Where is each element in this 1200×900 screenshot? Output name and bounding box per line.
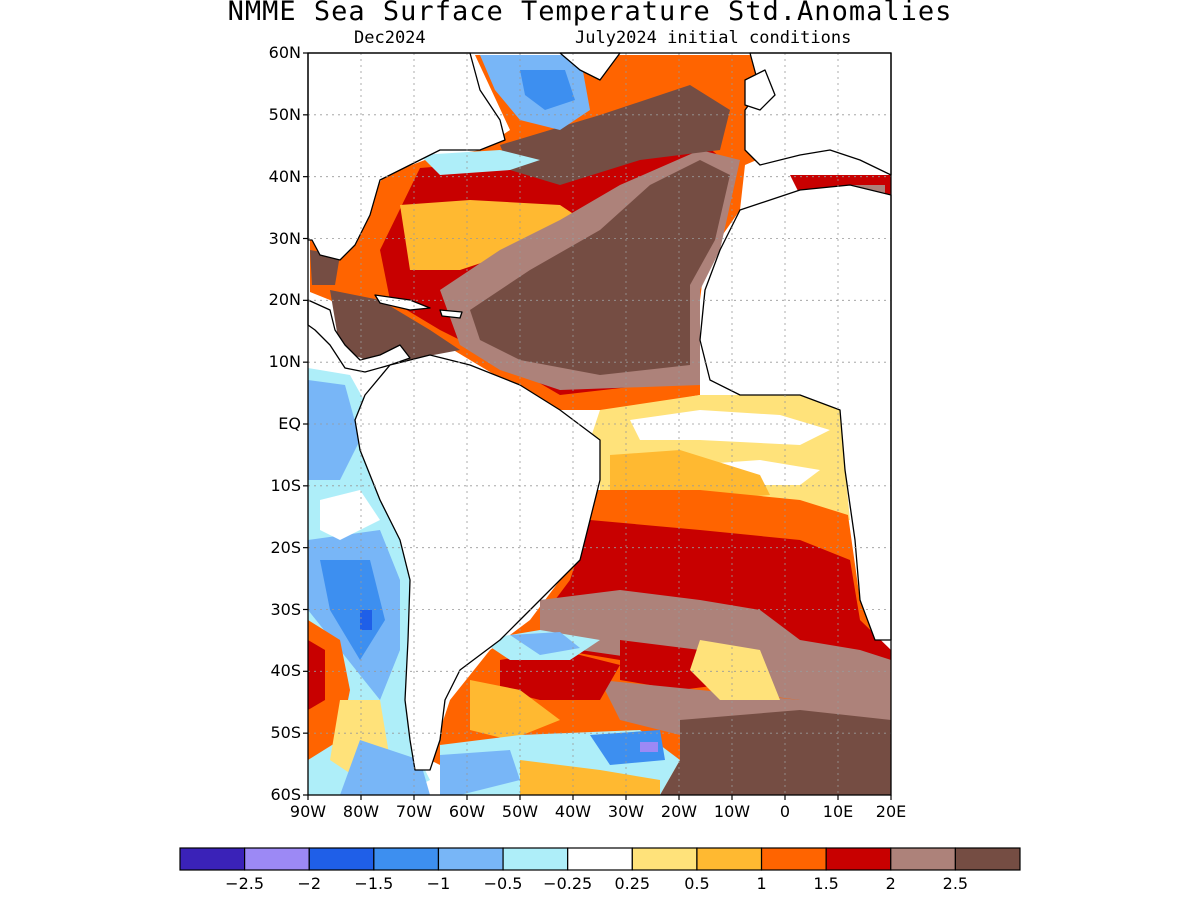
colorbar-swatch [567,847,633,871]
lat-label: 50N [268,104,301,124]
colorbar-swatch [244,847,310,871]
colorbar-label: 2 [885,874,896,893]
lon-label: 60W [448,802,486,821]
colorbar-label: 1.5 [813,874,839,893]
colorbar-label: 2.5 [942,874,969,893]
south-atlantic-extreme [660,710,891,795]
colorbar-label: −1 [426,874,451,893]
lat-label: 40N [268,166,301,186]
lon-label: 20E [875,802,907,821]
colorbar-swatch [696,847,763,871]
gulf-stream-warm [400,200,590,270]
colorbar-swatch [437,847,504,871]
map-title: NMME Sea Surface Temperature Std.Anomali… [227,0,953,27]
british-isles [744,69,776,111]
lon-label: 80W [342,802,380,821]
colorbar-swatch [631,847,698,871]
lat-label: 50S [270,723,301,743]
lat-label: 40S [270,661,301,681]
europe [744,52,892,176]
lat-label: 60S [270,785,301,804]
initial-conditions: July2024 initial conditions [575,28,852,48]
africa [699,184,892,641]
land-masses [307,52,892,771]
map-grid [308,53,891,795]
colorbar-label: −0.25 [543,874,593,893]
colorbar-swatch [308,847,375,871]
lat-label: 60N [268,43,301,62]
colorbar-label: −0.5 [483,874,523,893]
lat-label: 30N [268,228,301,248]
lat-label: 20N [268,290,301,310]
colorbar-swatch [502,847,569,871]
lon-label: 10E [822,802,854,821]
lat-label: EQ [278,414,301,433]
north-america [307,52,506,261]
colorbar [179,847,1021,871]
lon-label: 90W [289,802,327,821]
colorbar-swatch [825,847,892,871]
colorbar-label: −2 [297,874,322,893]
lon-label: 0 [779,802,791,821]
colorbar-label: −2.5 [225,874,265,893]
lon-label: 50W [501,802,539,821]
forecast-month: Dec2024 [354,28,426,48]
colorbar-label: −1.5 [354,874,394,893]
central-america [307,299,411,373]
colorbar-swatch [760,847,827,871]
colorbar-label: 0.25 [614,874,651,893]
caribbean-islands [374,294,431,311]
lon-label: 40W [554,802,592,821]
lon-label: 70W [395,802,433,821]
lat-label: 10N [268,352,301,372]
lon-label: 30W [607,802,645,821]
lat-label: 10S [270,475,301,495]
lon-label: 20W [660,802,698,821]
colorbar-swatch [373,847,440,871]
lat-label: 20S [270,537,301,557]
lat-label: 30S [270,599,301,619]
south-america [354,354,601,771]
colorbar-label: 0.5 [684,874,710,893]
colorbar-swatch [890,847,956,871]
subtropical-extreme [470,160,730,375]
lon-label: 10W [713,802,751,821]
colorbar-swatch [179,847,246,871]
colorbar-swatch [954,847,1021,871]
colorbar-label: 1 [756,874,767,893]
